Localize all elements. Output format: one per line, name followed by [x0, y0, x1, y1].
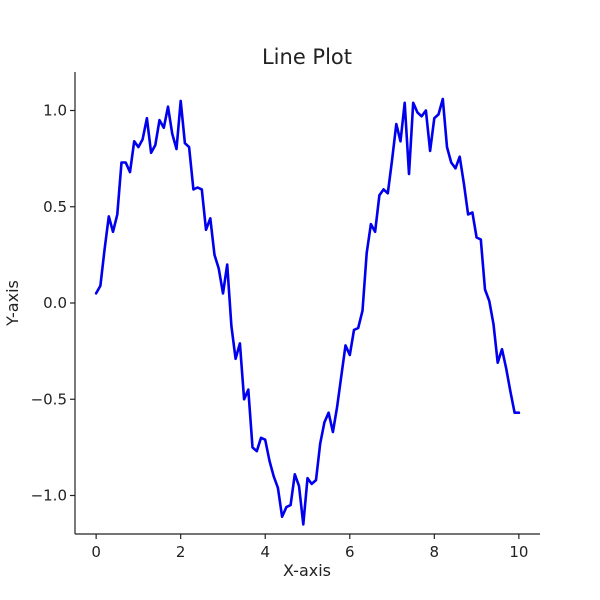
y-tick-label: 0.5 — [43, 198, 67, 216]
x-axis-ticks: 0 2 4 6 8 10 — [91, 534, 528, 561]
series-points — [96, 99, 519, 524]
y-tick-label: 0.0 — [43, 294, 67, 312]
x-tick-label: 4 — [260, 543, 270, 561]
x-tick-label: 6 — [345, 543, 355, 561]
x-tick-label: 0 — [91, 543, 101, 561]
x-tick-label: 2 — [176, 543, 186, 561]
y-axis-label: Y-axis — [3, 280, 22, 327]
x-tick-label: 10 — [509, 543, 528, 561]
y-axis-ticks: 1.0 0.5 0.0 −0.5 −1.0 — [31, 102, 75, 505]
y-tick-label: −1.0 — [31, 487, 67, 505]
chart-title: Line Plot — [262, 45, 352, 69]
x-axis-label: X-axis — [283, 561, 331, 580]
y-tick-label: 1.0 — [43, 102, 67, 120]
series-line — [94, 97, 521, 526]
y-tick-label: −0.5 — [31, 390, 67, 408]
x-tick-label: 8 — [430, 543, 440, 561]
